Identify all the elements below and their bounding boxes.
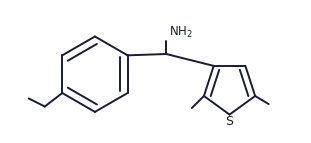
Text: S: S <box>225 115 234 128</box>
Text: NH$_2$: NH$_2$ <box>169 25 193 40</box>
